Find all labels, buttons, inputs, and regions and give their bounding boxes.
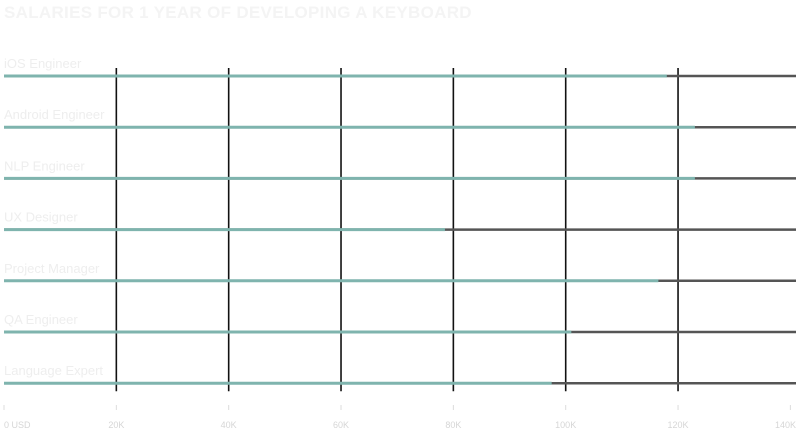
category-label: Android Engineer [4,107,105,122]
tick-label: 120K [668,420,689,430]
category-label: Project Manager [4,261,100,276]
tick-label: 0 USD [4,420,31,430]
category-label: Language Expert [4,363,103,378]
category-label: NLP Engineer [4,158,85,173]
category-label: QA Engineer [4,312,78,327]
x-axis: 0 USD 20K 40K 60K 80K 100K 120K 140K [3,405,796,430]
tick-label: 140K [775,420,796,430]
tick-label: 100K [555,420,576,430]
tick-label: 20K [108,420,124,430]
tick-label: 60K [333,420,349,430]
bars [4,74,796,385]
category-label: iOS Engineer [4,56,82,71]
category-labels: iOS Engineer Android Engineer NLP Engineer… [4,56,105,378]
chart-title: SALARIES FOR 1 YEAR OF DEVELOPING A KEYB… [4,3,472,22]
category-label: UX Designer [4,210,78,225]
tick-label: 80K [445,420,461,430]
tick-label: 40K [221,420,237,430]
